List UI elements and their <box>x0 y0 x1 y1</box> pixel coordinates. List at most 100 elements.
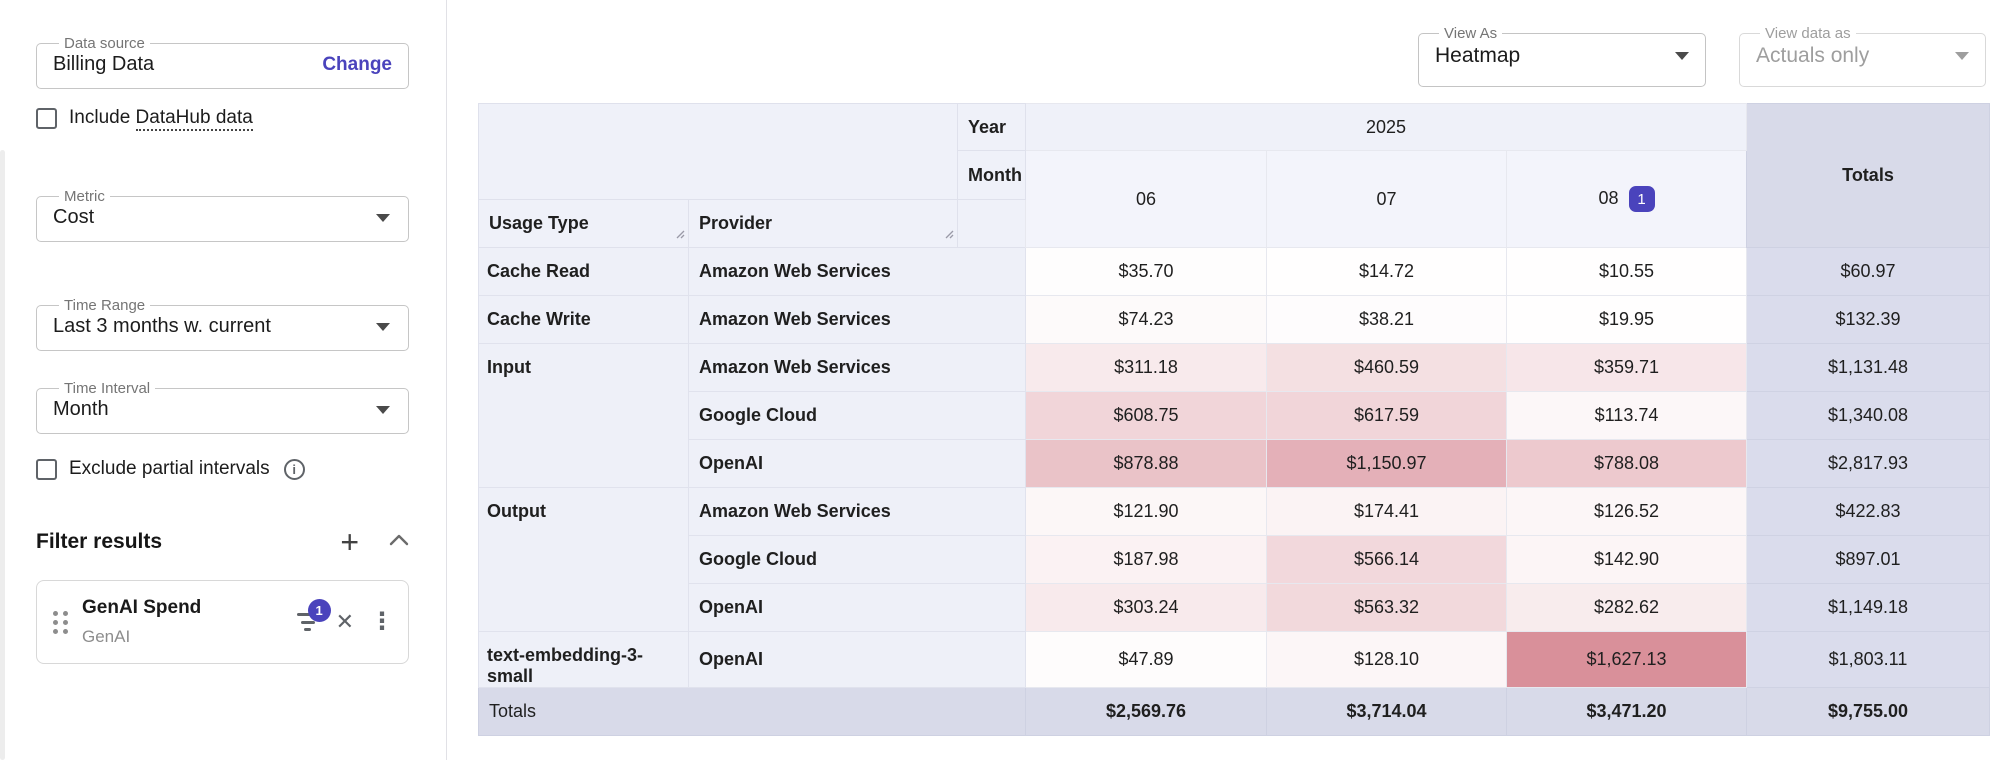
pivot-data-row: Google Cloud $187.98 $566.14 $142.90 $897.01 <box>479 535 1990 584</box>
exclude-partial-checkbox[interactable] <box>36 458 57 480</box>
filter-card-text: GenAI Spend GenAI <box>82 597 296 647</box>
heatmap-value-cell[interactable]: $788.08 <box>1506 439 1747 488</box>
heatmap-value-cell[interactable]: $878.88 <box>1025 439 1267 488</box>
row-total-cell: $132.39 <box>1746 295 1990 344</box>
row-total-cell: $897.01 <box>1746 535 1990 584</box>
datahub-data-link[interactable]: DataHub data <box>135 107 253 131</box>
pivot-data-row: text-embedding-3-small OpenAI $47.89 $128.1… <box>478 631 1990 688</box>
settings-sidebar: Data source Billing Data Change Include … <box>0 0 447 760</box>
pivot-data-row: OpenAI $303.24 $563.32 $282.62 $1,149.18 <box>479 583 1990 632</box>
month-header-08[interactable]: 08 1 <box>1506 150 1747 248</box>
totals-row: Totals $2,569.76 $3,714.04 $3,471.20 $9,755.… <box>478 687 1990 736</box>
view-as-label: View As <box>1444 25 1498 42</box>
heatmap-value-cell[interactable]: $563.32 <box>1266 583 1507 632</box>
row-total-cell: $422.83 <box>1746 487 1990 536</box>
drag-handle-icon[interactable] <box>53 610 68 634</box>
year-header-row: Year 2025 Totals <box>478 103 1990 248</box>
row-total-cell: $1,803.11 <box>1746 631 1990 688</box>
heatmap-value-cell[interactable]: $282.62 <box>1506 583 1747 632</box>
time-range-select[interactable]: Time Range Last 3 months w. current <box>36 298 409 351</box>
provider-cell: OpenAI <box>688 631 1026 688</box>
chevron-down-icon[interactable] <box>1675 52 1689 60</box>
column-total-cell: $3,471.20 <box>1506 687 1747 736</box>
pivot-data-row: Output Amazon Web Services $121.90 $174.41 $… <box>478 487 1990 632</box>
month-header-06[interactable]: 06 <box>1025 150 1267 248</box>
info-icon[interactable]: i <box>283 458 305 480</box>
heatmap-value-cell[interactable]: $38.21 <box>1266 295 1507 344</box>
sidebar-scrollbar[interactable] <box>0 150 5 760</box>
month-header-row: Month 06 07 08 1 <box>479 150 1990 248</box>
data-source-value: Billing Data <box>53 53 155 75</box>
time-interval-value: Month <box>53 398 109 420</box>
heatmap-value-cell[interactable]: $1,150.97 <box>1266 439 1507 488</box>
chevron-down-icon[interactable] <box>376 322 390 331</box>
month-annotation-badge[interactable]: 1 <box>1628 186 1655 212</box>
time-interval-label: Time Interval <box>64 380 151 397</box>
usage-type-column-header[interactable]: Usage Type <box>478 199 689 248</box>
metric-value: Cost <box>53 206 95 228</box>
heatmap-value-cell[interactable]: $608.75 <box>1025 391 1267 440</box>
heatmap-value-cell[interactable]: $187.98 <box>1025 535 1267 584</box>
heatmap-value-cell[interactable]: $460.59 <box>1266 343 1507 392</box>
heatmap-value-cell[interactable]: $74.23 <box>1025 295 1267 344</box>
heatmap-value-cell[interactable]: $311.18 <box>1025 343 1267 392</box>
heatmap-value-cell[interactable]: $19.95 <box>1506 295 1747 344</box>
heatmap-value-cell[interactable]: $35.70 <box>1025 247 1267 296</box>
usage-type-cell: Output <box>478 487 689 632</box>
column-resize-handle-icon[interactable] <box>943 223 954 244</box>
usage-type-cell: Cache Write <box>478 295 689 344</box>
column-resize-handle-icon[interactable] <box>674 223 685 244</box>
row-total-cell: $1,131.48 <box>1746 343 1990 392</box>
row-total-cell: $1,340.08 <box>1746 391 1990 440</box>
year-value-cell: 2025 <box>1025 103 1747 151</box>
include-datahub-checkbox[interactable] <box>36 107 57 129</box>
heatmap-value-cell[interactable]: $47.89 <box>1025 631 1267 688</box>
usage-type-cell: Input <box>478 343 689 488</box>
time-interval-select[interactable]: Time Interval Month <box>36 381 409 434</box>
column-total-cell: $3,714.04 <box>1266 687 1507 736</box>
exclude-partial-row: Exclude partial intervals i <box>36 458 409 480</box>
heatmap-value-cell[interactable]: $128.10 <box>1266 631 1507 688</box>
month-header-07[interactable]: 07 <box>1266 150 1507 248</box>
view-data-as-label: View data as <box>1765 25 1851 42</box>
provider-column-header[interactable]: Provider <box>688 199 958 248</box>
dimension-header-row: Usage Type Provider <box>478 199 1990 248</box>
heatmap-value-cell[interactable]: $14.72 <box>1266 247 1507 296</box>
heatmap-value-cell[interactable]: $10.55 <box>1506 247 1747 296</box>
heatmap-value-cell[interactable]: $566.14 <box>1266 535 1507 584</box>
provider-cell: Google Cloud <box>688 535 1026 584</box>
provider-cell: Amazon Web Services <box>688 343 1026 392</box>
remove-filter-icon[interactable]: ✕ <box>335 609 354 634</box>
pivot-data-row: Google Cloud $608.75 $617.59 $113.74 $1,340.… <box>479 391 1990 440</box>
view-as-select[interactable]: View As Heatmap <box>1418 26 1706 87</box>
pivot-data-row: OpenAI $878.88 $1,150.97 $788.08 $2,817.93 <box>479 439 1990 488</box>
time-range-value: Last 3 months w. current <box>53 315 271 337</box>
pivot-data-row: Cache Read Amazon Web Services $35.70 $14.7… <box>478 247 1990 296</box>
chevron-down-icon[interactable] <box>376 405 390 414</box>
heatmap-value-cell[interactable]: $303.24 <box>1025 583 1267 632</box>
collapse-chevron-up-icon[interactable] <box>389 533 409 551</box>
heatmap-value-cell[interactable]: $617.59 <box>1266 391 1507 440</box>
filter-results-header: Filter results + <box>36 524 409 560</box>
filter-count-badge[interactable]: 1 <box>307 599 331 622</box>
add-filter-icon[interactable]: + <box>340 524 359 560</box>
more-options-icon[interactable]: ⋮ <box>370 608 394 635</box>
heatmap-value-cell[interactable]: $113.74 <box>1506 391 1747 440</box>
provider-cell: OpenAI <box>688 583 1026 632</box>
metric-select[interactable]: Metric Cost <box>36 189 409 242</box>
heatmap-value-cell[interactable]: $174.41 <box>1266 487 1507 536</box>
heatmap-value-cell[interactable]: $1,627.13 <box>1506 631 1747 688</box>
filter-subtitle: GenAI <box>82 627 131 646</box>
filter-list-icon[interactable]: 1 <box>296 599 331 631</box>
heatmap-value-cell[interactable]: $142.90 <box>1506 535 1747 584</box>
provider-cell: Google Cloud <box>688 391 1026 440</box>
heatmap-value-cell[interactable]: $359.71 <box>1506 343 1747 392</box>
heatmap-value-cell[interactable]: $126.52 <box>1506 487 1747 536</box>
filter-card-genai-spend[interactable]: GenAI Spend GenAI 1 ✕ ⋮ <box>36 580 409 664</box>
change-data-source-button[interactable]: Change <box>322 53 392 75</box>
chevron-down-icon[interactable] <box>376 213 390 222</box>
provider-cell: Amazon Web Services <box>688 487 1026 536</box>
row-total-cell: $1,149.18 <box>1746 583 1990 632</box>
heatmap-value-cell[interactable]: $121.90 <box>1025 487 1267 536</box>
